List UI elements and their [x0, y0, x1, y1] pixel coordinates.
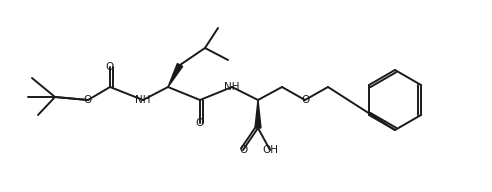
Text: O: O — [84, 95, 92, 105]
Text: O: O — [301, 95, 309, 105]
Text: OH: OH — [262, 145, 278, 155]
Text: O: O — [239, 145, 247, 155]
Polygon shape — [168, 64, 183, 87]
Text: NH: NH — [135, 95, 151, 105]
Text: NH: NH — [224, 82, 240, 92]
Text: O: O — [106, 62, 114, 72]
Polygon shape — [255, 100, 261, 128]
Text: O: O — [196, 118, 204, 128]
